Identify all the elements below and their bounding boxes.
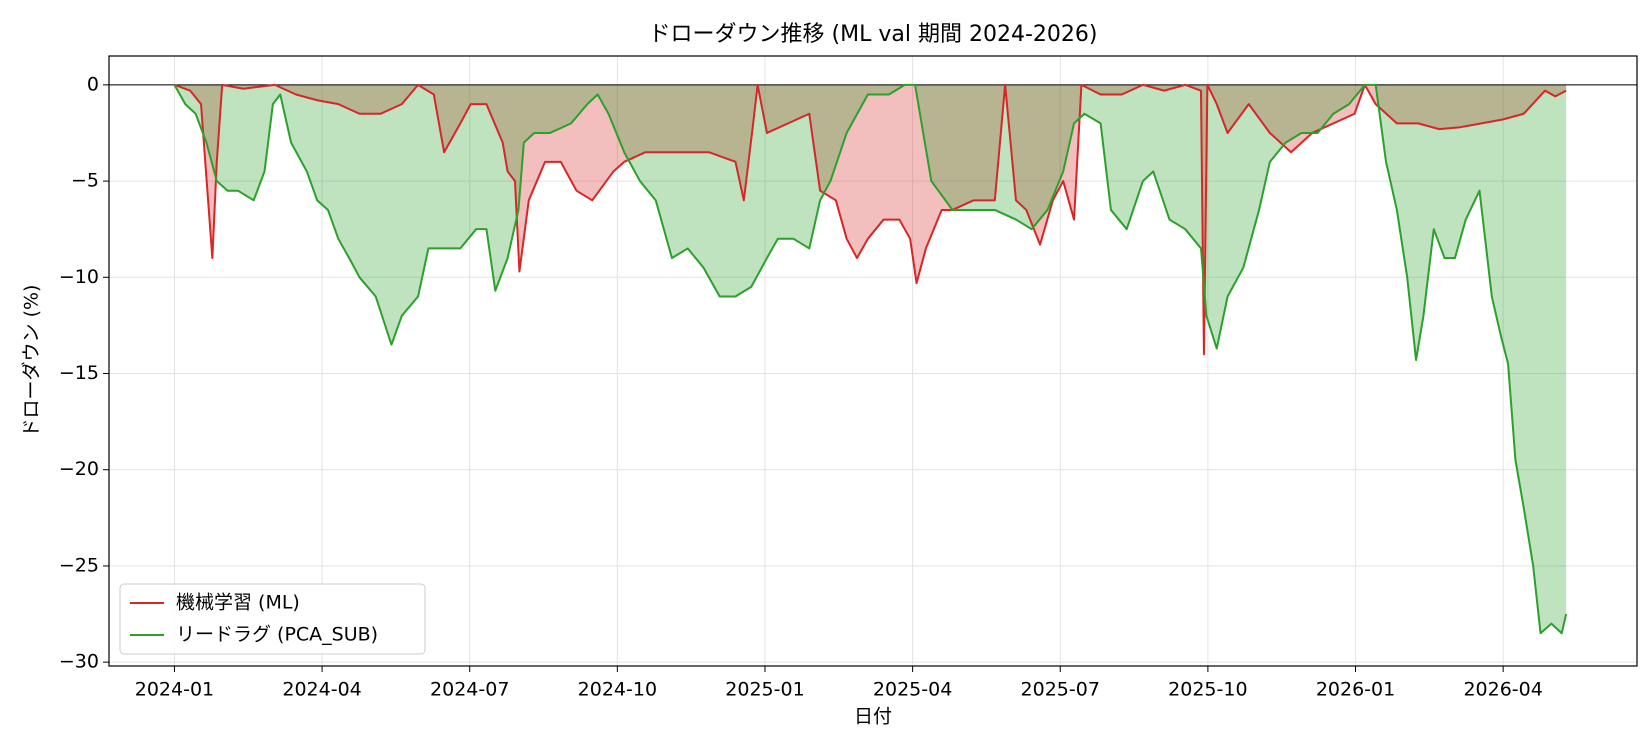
y-tick-label: −10 (59, 266, 99, 288)
drawdown-line (174, 83, 1567, 356)
x-tick-label: 2024-10 (578, 679, 657, 701)
chart-title: ドローダウン推移 (ML val 期間 2024-2026) (649, 22, 1098, 47)
drawdown-area (174, 84, 1567, 634)
x-tick-label: 2025-07 (1021, 679, 1100, 701)
x-tick-label: 2026-04 (1463, 679, 1542, 701)
x-axis-label: 日付 (854, 706, 892, 728)
plot-area (109, 83, 1637, 635)
x-tick-label: 2024-01 (135, 679, 214, 701)
x-tick-label: 2026-01 (1316, 679, 1395, 701)
x-tick-label: 2024-04 (282, 679, 361, 701)
y-tick-label: 0 (87, 73, 99, 95)
y-tick-label: −15 (59, 362, 99, 384)
y-tick-label: −5 (71, 170, 99, 192)
plot-frame (108, 55, 1638, 667)
x-tick-label: 2025-04 (873, 679, 952, 701)
y-axis-label: ドローダウン (%) (21, 285, 43, 438)
x-tick-label: 2025-01 (725, 679, 804, 701)
x-tick-label: 2024-07 (430, 679, 509, 701)
y-tick-label: −25 (59, 554, 99, 576)
legend: 機械学習 (ML) リードラグ (PCA_SUB) (119, 583, 426, 655)
drawdown-line (173, 83, 1568, 635)
y-tick-label: −30 (59, 651, 99, 673)
legend-label: リードラグ (PCA_SUB) (176, 624, 378, 646)
x-tick-label: 2025-10 (1168, 679, 1247, 701)
legend-label: 機械学習 (ML) (176, 592, 300, 614)
legend-box (119, 583, 426, 655)
y-tick-label: −20 (59, 458, 99, 480)
